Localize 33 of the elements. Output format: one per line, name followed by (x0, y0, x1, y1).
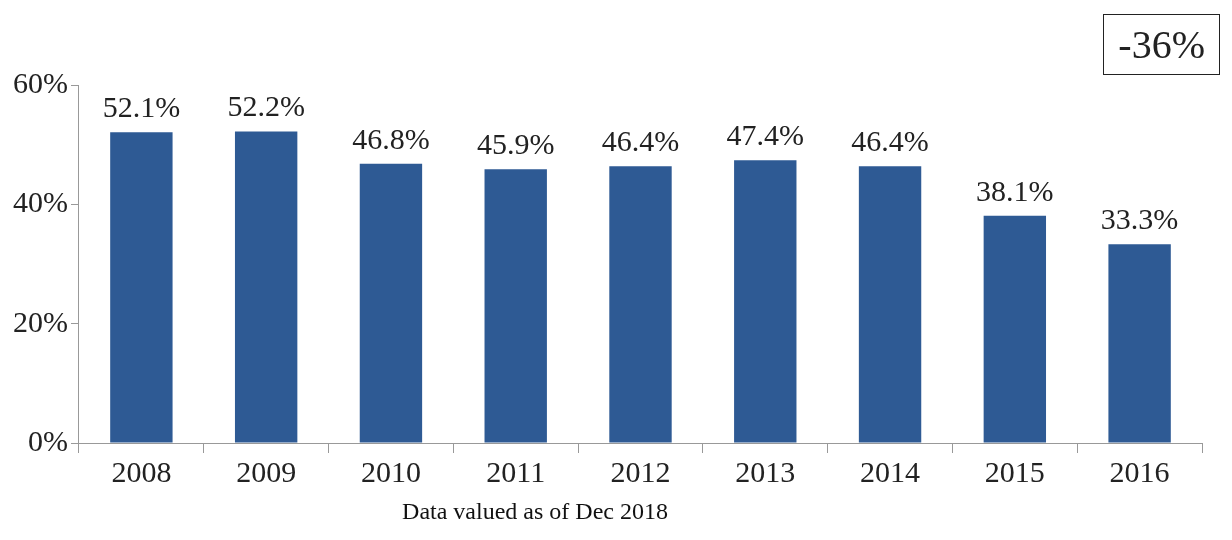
text: -36% (1103, 14, 1220, 75)
data-label: 45.9% (476, 127, 555, 161)
bar (234, 131, 298, 443)
y-tick-label: 40% (12, 185, 68, 219)
bar (1108, 244, 1171, 443)
bar (484, 169, 547, 443)
x-tick-label: 2013 (735, 454, 796, 488)
x-tick-label: 2012 (610, 454, 671, 488)
data-label: 46.4% (601, 124, 680, 158)
bar (110, 132, 173, 443)
data-label: 46.4% (851, 124, 929, 158)
x-tick-label: 2008 (111, 454, 172, 488)
bar (858, 166, 922, 443)
y-tick-label: 60% (12, 65, 68, 99)
data-label: 52.1% (102, 90, 181, 124)
x-tick-label: 2009 (236, 454, 297, 488)
data-label: 38.1% (976, 173, 1054, 207)
x-tick-label: 2016 (1109, 454, 1170, 488)
data-label: 47.4% (726, 118, 805, 152)
bar (734, 160, 797, 443)
y-tick-label: 20% (12, 304, 68, 338)
text: Data valued as of Dec 2018 (401, 498, 669, 525)
data-label: 46.8% (352, 121, 430, 155)
bar (983, 215, 1047, 443)
data-label: 52.2% (227, 89, 305, 123)
y-tick-label: 0% (27, 423, 68, 457)
x-tick-label: 2011 (486, 454, 546, 488)
bar (359, 163, 423, 443)
x-tick-label: 2015 (984, 454, 1045, 488)
data-label: 33.3% (1100, 202, 1179, 236)
bar (609, 166, 672, 443)
x-tick-label: 2014 (860, 454, 921, 488)
x-tick-label: 2010 (360, 454, 421, 488)
